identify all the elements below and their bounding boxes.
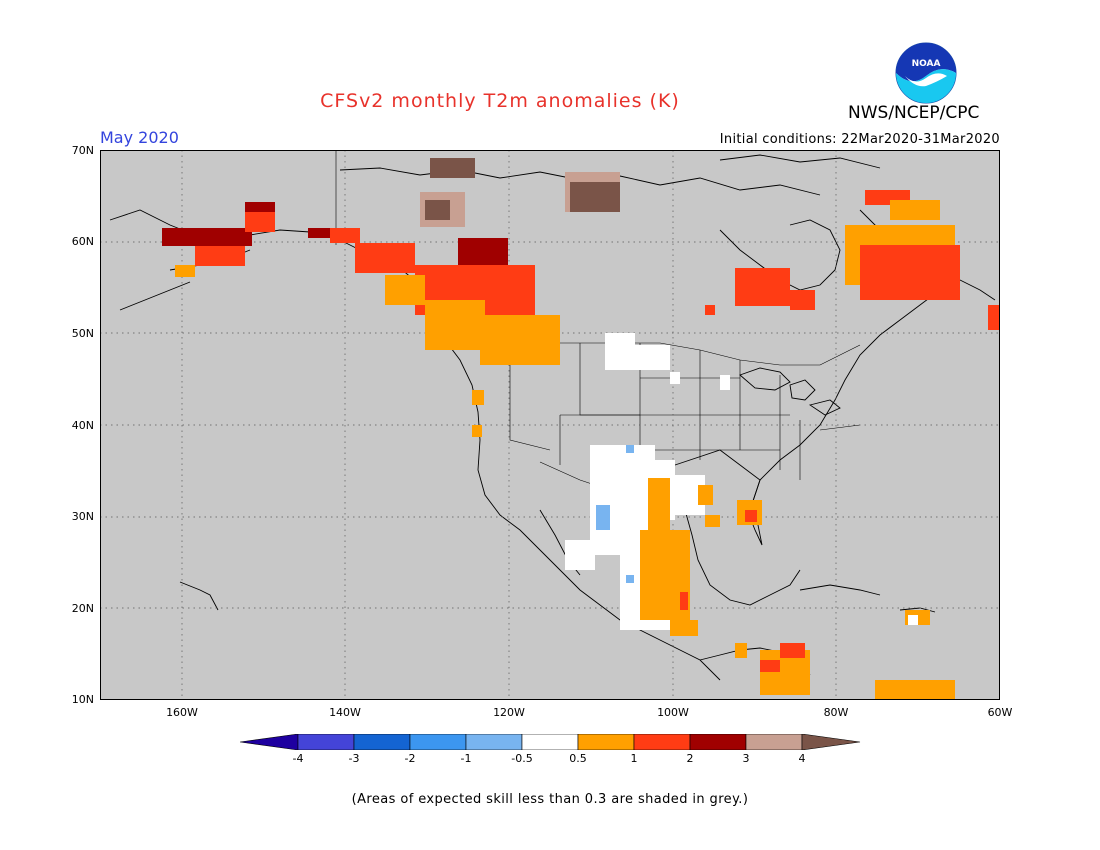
colorbar-segment-3-4	[745, 733, 803, 751]
colorbar-label: 1	[630, 752, 638, 765]
colorbar-segment-1-2	[633, 733, 691, 751]
anomaly-region-arctic-islands	[420, 158, 620, 227]
lon-tick-80w: 80W	[823, 706, 849, 719]
org-label: NWS/NCEP/CPC	[848, 103, 980, 123]
lat-tick-10n: 10N	[71, 693, 94, 706]
lon-tick-60w: 60W	[987, 706, 1013, 719]
colorbar-label: 0.5	[569, 752, 587, 765]
anomaly-region-caribbean	[875, 610, 955, 700]
colorbar-segment-05-1	[577, 733, 635, 751]
colorbar-label: -4	[292, 752, 304, 765]
lon-tick-100w: 100W	[657, 706, 689, 719]
anomaly-region-central-america	[735, 643, 810, 695]
map-frame	[100, 150, 1000, 700]
lat-tick-70n: 70N	[71, 144, 94, 157]
colorbar-segment-2-3	[689, 733, 747, 751]
lon-tick-120w: 120W	[493, 706, 525, 719]
lat-tick-20n: 20N	[71, 602, 94, 615]
colorbar-segment-neutral	[521, 733, 579, 751]
colorbar-segment-gt-4	[801, 733, 861, 751]
anomaly-region-hudson-bay	[705, 268, 815, 315]
colorbar-segment-3-2	[353, 733, 411, 751]
colorbar-label: 2	[686, 752, 694, 765]
colorbar-segment-lt-4	[239, 733, 299, 751]
colorbar-label: -0.5	[511, 752, 533, 765]
anomaly-map	[100, 150, 1000, 704]
lon-tick-140w: 140W	[329, 706, 361, 719]
noaa-logo: NOAA	[895, 42, 957, 108]
colorbar-label: 4	[798, 752, 806, 765]
anomaly-region-pacific-northwest-coast	[175, 265, 560, 437]
colorbar-segment-4-3	[297, 733, 355, 751]
lat-tick-60n: 60N	[71, 235, 94, 248]
colorbar-segment-1-05	[465, 733, 523, 751]
anomaly-region-quebec-labrador	[845, 190, 1000, 330]
lat-tick-30n: 30N	[71, 510, 94, 523]
anomaly-shading	[162, 158, 1000, 700]
colorbar-label: 3	[742, 752, 750, 765]
colorbar	[239, 733, 862, 754]
anomaly-region-alaska-south	[195, 212, 275, 266]
month-label: May 2020	[100, 128, 179, 147]
map-title: CFSv2 monthly T2m anomalies (K)	[320, 90, 680, 112]
colorbar-label: -1	[460, 752, 472, 765]
colorbar-label: -3	[348, 752, 360, 765]
anomaly-region-mexico-texas	[640, 478, 762, 636]
anomaly-region-cool-spots	[596, 445, 634, 583]
noaa-logo-text: NOAA	[912, 59, 941, 69]
colorbar-segment-2-1	[409, 733, 467, 751]
lon-tick-160w: 160W	[166, 706, 198, 719]
colorbar-label: -2	[404, 752, 416, 765]
lat-tick-50n: 50N	[71, 327, 94, 340]
skill-note: (Areas of expected skill less than 0.3 a…	[351, 792, 749, 807]
lat-tick-40n: 40N	[71, 419, 94, 432]
initial-conditions-label: Initial conditions: 22Mar2020-31Mar2020	[719, 132, 1000, 147]
